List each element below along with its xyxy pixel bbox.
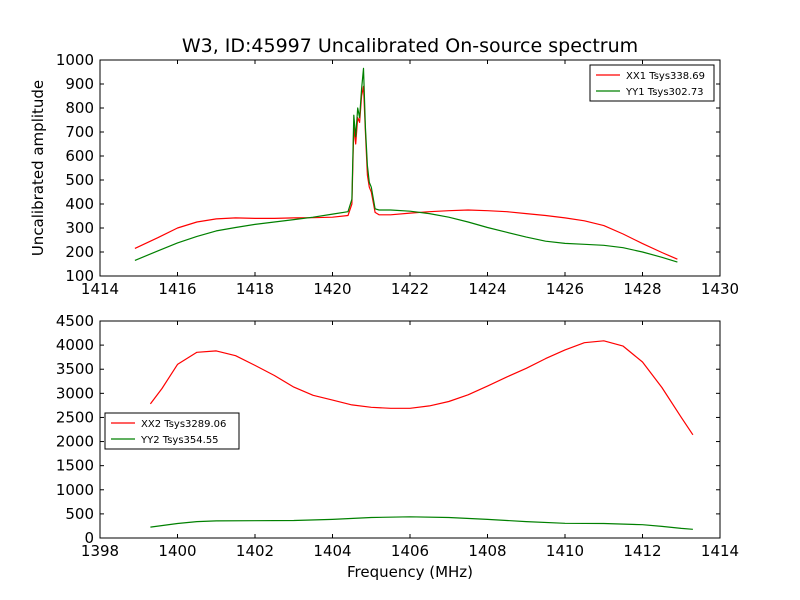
top-y-axis-label: Uncalibrated amplitude (29, 80, 47, 256)
top-series-line-yy1 (134, 67, 678, 263)
bottom-x-tick-label: 1402 (236, 542, 274, 560)
top-y-tick-label: 700 (65, 123, 94, 141)
bottom-y-tick-label: 1500 (56, 457, 94, 475)
bottom-y-tick-label: 3500 (56, 360, 94, 378)
bottom-x-tick-label: 1412 (623, 542, 661, 560)
bottom-x-tick-label: 1410 (546, 542, 584, 560)
top-legend-label: YY1 Tsys302.73 (625, 87, 704, 98)
top-x-tick-label: 1422 (391, 280, 429, 298)
bottom-y-tick-label: 2500 (56, 408, 94, 426)
bottom-y-tick-label: 4500 (56, 312, 94, 330)
top-legend: XX1 Tsys338.69 YY1 Tsys302.73 (589, 64, 715, 102)
top-y-tick-label: 100 (65, 267, 94, 285)
top-series-line-xx1 (134, 85, 678, 260)
top-spectrum-plot: Uncalibrated amplitude 1414 1416 1418 1420 1… (29, 51, 739, 298)
bottom-x-tick-label: 1400 (158, 542, 196, 560)
figure-title: W3, ID:45997 Uncalibrated On-source spec… (182, 35, 638, 57)
top-y-tick-label: 400 (65, 195, 94, 213)
top-x-tick-label: 1424 (468, 280, 506, 298)
bottom-x-axis-label: Frequency (MHz) (347, 563, 473, 581)
top-y-tick-label: 300 (65, 219, 94, 237)
top-y-tick-label: 200 (65, 243, 94, 261)
top-y-tick-label: 600 (65, 147, 94, 165)
bottom-legend-label: YY2 Tsys354.55 (140, 435, 219, 446)
top-legend-box (589, 64, 715, 102)
bottom-series-line-xx2 (149, 340, 694, 436)
top-y-tick-label: 500 (65, 171, 94, 189)
top-x-tick-label: 1430 (701, 280, 739, 298)
bottom-legend-label: XX2 Tsys3289.06 (141, 419, 226, 430)
bottom-legend-box (104, 412, 240, 450)
bottom-y-tick-label: 3000 (56, 384, 94, 402)
bottom-y-tick-label: 4000 (56, 336, 94, 354)
top-legend-label: XX1 Tsys338.69 (626, 71, 705, 82)
top-y-tick-label: 800 (65, 99, 94, 117)
bottom-x-tick-label: 1414 (701, 542, 739, 560)
bottom-y-tick-label: 1000 (56, 481, 94, 499)
top-x-tick-label: 1428 (623, 280, 661, 298)
bottom-x-tick-label: 1408 (468, 542, 506, 560)
bottom-y-tick-label: 2000 (56, 433, 94, 451)
bottom-y-tick-label: 500 (65, 505, 94, 523)
bottom-legend: XX2 Tsys3289.06 YY2 Tsys354.55 (104, 412, 240, 450)
top-x-tick-label: 1416 (158, 280, 196, 298)
bottom-y-tick-label: 0 (84, 529, 94, 547)
bottom-x-tick-label: 1404 (313, 542, 351, 560)
top-x-tick-label: 1414 (81, 280, 119, 298)
bottom-x-tick-label: 1398 (81, 542, 119, 560)
top-x-tick-label: 1426 (546, 280, 584, 298)
bottom-series-line-yy2 (150, 516, 693, 530)
bottom-spectrum-plot: Frequency (MHz) 1398 1400 1402 1404 1406 1408… (56, 312, 739, 581)
top-y-tick-label: 900 (65, 75, 94, 93)
top-x-tick-label: 1418 (236, 280, 274, 298)
bottom-x-tick-label: 1406 (391, 542, 429, 560)
top-x-tick-label: 1420 (313, 280, 351, 298)
top-y-tick-label: 1000 (56, 51, 94, 69)
